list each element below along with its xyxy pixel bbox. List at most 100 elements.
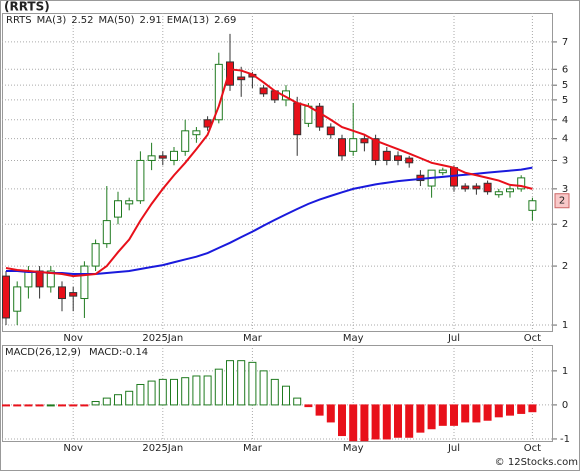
candle-body [472, 185, 481, 190]
macd-bar [24, 404, 33, 407]
macd-bar [35, 404, 44, 407]
macd-bar [382, 404, 391, 440]
x-tick-label: May [343, 333, 364, 344]
x-tick-label: 2025Jan [142, 443, 183, 454]
chart-title: (RRTS) [4, 0, 50, 14]
candle-body [438, 169, 447, 174]
candle-body [181, 130, 190, 152]
price-panel [2, 13, 553, 332]
candle-body [125, 200, 134, 205]
x-tick-label: Jul [447, 333, 460, 344]
x-tick-label: Oct [524, 333, 541, 344]
legend-text: RRTS [6, 15, 32, 26]
macd-panel [2, 345, 553, 442]
legend-text: EMA(13) [167, 15, 209, 26]
candle-body [170, 150, 178, 161]
y-tick-label: 3 [562, 155, 568, 166]
legend-text: 2.69 [214, 15, 236, 26]
y-tick-label: 5 [562, 80, 568, 91]
legend-text: MA(3) [37, 15, 67, 26]
macd-bar [80, 404, 89, 407]
candle-body [394, 155, 402, 161]
candle-body [528, 200, 537, 211]
legend-text: MACD(26,12,9) [5, 347, 81, 358]
candle-body [158, 155, 167, 159]
candle-body [136, 159, 145, 202]
macd-bar [506, 404, 514, 416]
macd-bar [438, 404, 447, 426]
candle-body [102, 220, 111, 245]
y-tick-label: 1 [562, 366, 568, 377]
macd-bar [136, 383, 145, 406]
legend-text: 2.52 [71, 15, 93, 26]
macd-bar [58, 404, 66, 407]
x-tick-label: Nov [63, 333, 83, 344]
x-tick-label: 2025Jan [142, 333, 183, 344]
legend-text: MA(50) [99, 15, 135, 26]
candle-body [326, 126, 335, 136]
last-price-label: 2 [559, 196, 565, 207]
candle-body [58, 286, 66, 300]
macd-bar [338, 404, 346, 437]
candle-body [382, 150, 391, 161]
macd-bar [304, 404, 313, 408]
macd-bar [147, 380, 156, 406]
macd-bar [114, 394, 122, 406]
legend-text: 2.91 [140, 15, 162, 26]
candle-body [483, 182, 492, 193]
candle-body [360, 138, 369, 144]
y-tick-label: 0 [562, 400, 568, 411]
macd-bar [483, 404, 492, 421]
y-tick-label: 5 [562, 95, 568, 106]
candle-body [315, 105, 324, 128]
macd-bar [270, 378, 279, 406]
macd-bar [181, 377, 190, 406]
candle-body [349, 138, 358, 152]
macd-bar [237, 360, 246, 406]
macd-bar [427, 404, 436, 430]
x-tick-label: Mar [243, 333, 263, 344]
y-tick-label: 4 [562, 115, 568, 126]
candle-body [461, 185, 470, 190]
candle-body [69, 292, 78, 297]
candle-body [338, 138, 346, 157]
macd-bar [405, 404, 414, 438]
y-tick-label: 2 [562, 219, 568, 230]
candle-body [405, 157, 414, 164]
candle-body [2, 275, 10, 319]
candle-body [517, 177, 526, 190]
candle-body [259, 87, 268, 95]
candle-body [494, 191, 503, 196]
macd-bar [450, 404, 458, 426]
macd-bar [203, 375, 212, 406]
candle-body [147, 155, 156, 161]
y-tick-label: 4 [562, 134, 568, 145]
line-series [5, 68, 533, 278]
macd-bar [326, 404, 335, 423]
candle-body [293, 102, 302, 136]
macd-bar [360, 404, 369, 442]
candle-body [46, 270, 55, 288]
macd-bar [226, 360, 234, 406]
macd-bar [192, 375, 201, 406]
candle-body [13, 286, 22, 312]
candle-body [114, 200, 122, 218]
legend-text: MACD:-0.14 [89, 347, 148, 358]
macd-bar [69, 404, 78, 407]
macd-bar [248, 361, 257, 406]
last-price-box [554, 193, 570, 209]
macd-bar [13, 404, 22, 407]
macd-bar [494, 404, 503, 418]
candle-body [192, 130, 201, 136]
x-tick-label: Mar [243, 443, 263, 454]
macd-bar [2, 404, 10, 407]
macd-bar [461, 404, 470, 423]
macd-bar [125, 390, 134, 406]
macd-bar [371, 404, 380, 440]
candle-body [226, 61, 234, 86]
y-tick-label: 6 [562, 64, 568, 75]
macd-bar [394, 404, 402, 438]
y-tick-label: 7 [562, 37, 568, 48]
macd-bar [315, 404, 324, 416]
